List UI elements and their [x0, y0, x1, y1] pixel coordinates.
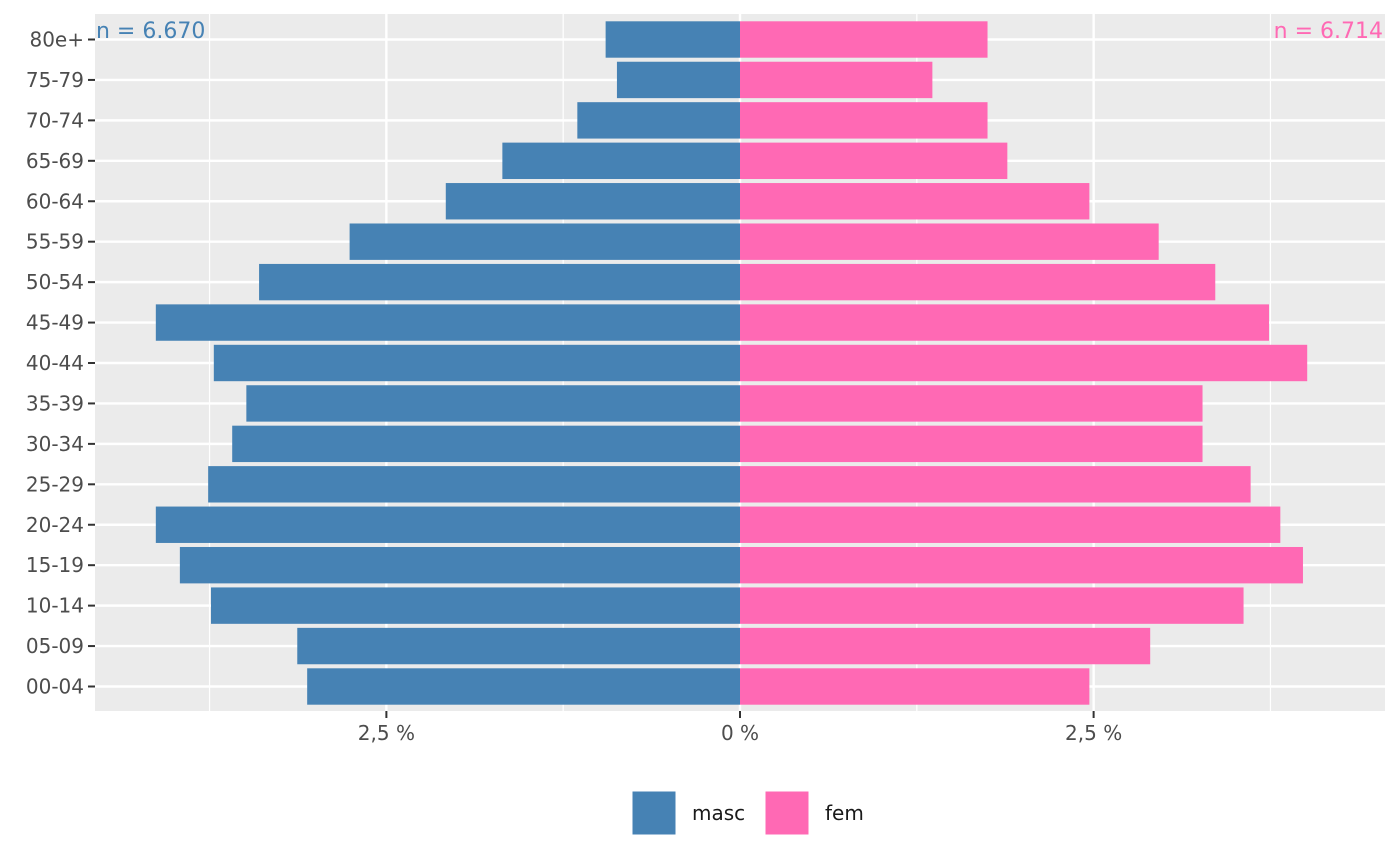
legend-label-masc: masc — [692, 801, 745, 825]
bar-fem-25-29 — [740, 466, 1251, 503]
bar-masc-75-79 — [616, 61, 740, 99]
bar-masc-60-64 — [445, 183, 740, 220]
bar-fem-40-44 — [740, 344, 1308, 382]
bar-fem-60-64 — [740, 183, 1090, 220]
bar-fem-05-09 — [740, 627, 1151, 665]
bar-masc-05-09 — [297, 627, 740, 665]
y-tick-label: 60-64 — [26, 189, 84, 213]
bar-fem-80e+ — [740, 21, 988, 58]
y-axis: 00-04 05-09 10-14 15-19 20-24 25-29 30-34 35-39… — [26, 28, 95, 699]
x-tick-label: 2,5 % — [1065, 721, 1122, 745]
bar-fem-70-74 — [740, 102, 988, 139]
x-tick-label: 0 % — [721, 721, 759, 745]
y-tick-label: 80e+ — [29, 28, 84, 52]
bar-masc-15-19 — [179, 546, 741, 584]
y-tick-label: 20-24 — [26, 513, 84, 537]
bar-masc-70-74 — [577, 102, 740, 139]
bar-fem-15-19 — [740, 546, 1303, 584]
y-tick-label: 45-49 — [26, 311, 84, 335]
bar-fem-35-39 — [740, 385, 1203, 422]
legend-label-fem: fem — [825, 801, 864, 825]
legend-key-masc — [631, 790, 677, 836]
legend: masc fem — [631, 790, 864, 836]
y-tick-label: 10-14 — [26, 594, 84, 618]
bar-fem-20-24 — [740, 506, 1281, 543]
bar-fem-65-69 — [740, 142, 1008, 180]
y-tick-label: 30-34 — [26, 432, 84, 456]
y-tick-label: 65-69 — [26, 149, 84, 173]
legend-key-fem — [764, 790, 810, 836]
bar-masc-25-29 — [208, 466, 740, 503]
y-tick-label: 70-74 — [26, 108, 84, 132]
y-tick-label: 15-19 — [26, 553, 84, 577]
y-tick-label: 75-79 — [26, 68, 84, 92]
bar-fem-30-34 — [740, 425, 1203, 463]
bar-masc-00-04 — [307, 668, 740, 705]
y-tick-label: 50-54 — [26, 270, 84, 294]
bar-masc-45-49 — [155, 304, 740, 341]
y-tick-label: 25-29 — [26, 472, 84, 496]
bar-fem-00-04 — [740, 668, 1090, 705]
left-n-annotation: n = 6.670 — [96, 19, 205, 44]
bar-fem-10-14 — [740, 587, 1244, 624]
bar-fem-75-79 — [740, 61, 933, 99]
bar-masc-80e+ — [605, 21, 740, 58]
x-tick-label: 2,5 % — [358, 721, 415, 745]
bar-masc-40-44 — [213, 344, 740, 382]
y-tick-label: 55-59 — [26, 230, 84, 254]
y-tick-label: 40-44 — [26, 351, 84, 375]
y-tick-label: 35-39 — [26, 391, 84, 415]
x-axis: 2,5 % 0 % 2,5 % — [358, 711, 1122, 745]
bar-masc-65-69 — [502, 142, 740, 180]
bars — [155, 21, 1308, 705]
bar-masc-10-14 — [210, 587, 741, 624]
bar-masc-35-39 — [246, 385, 740, 422]
bar-fem-50-54 — [740, 263, 1216, 301]
y-tick-label: 00-04 — [26, 675, 84, 699]
bar-masc-50-54 — [259, 263, 740, 301]
bar-masc-55-59 — [349, 223, 740, 260]
bar-fem-55-59 — [740, 223, 1159, 260]
y-tick-label: 05-09 — [26, 634, 84, 658]
right-n-annotation: n = 6.714 — [1274, 19, 1383, 44]
bar-fem-45-49 — [740, 304, 1270, 341]
bar-masc-20-24 — [155, 506, 740, 543]
bar-masc-30-34 — [232, 425, 740, 463]
